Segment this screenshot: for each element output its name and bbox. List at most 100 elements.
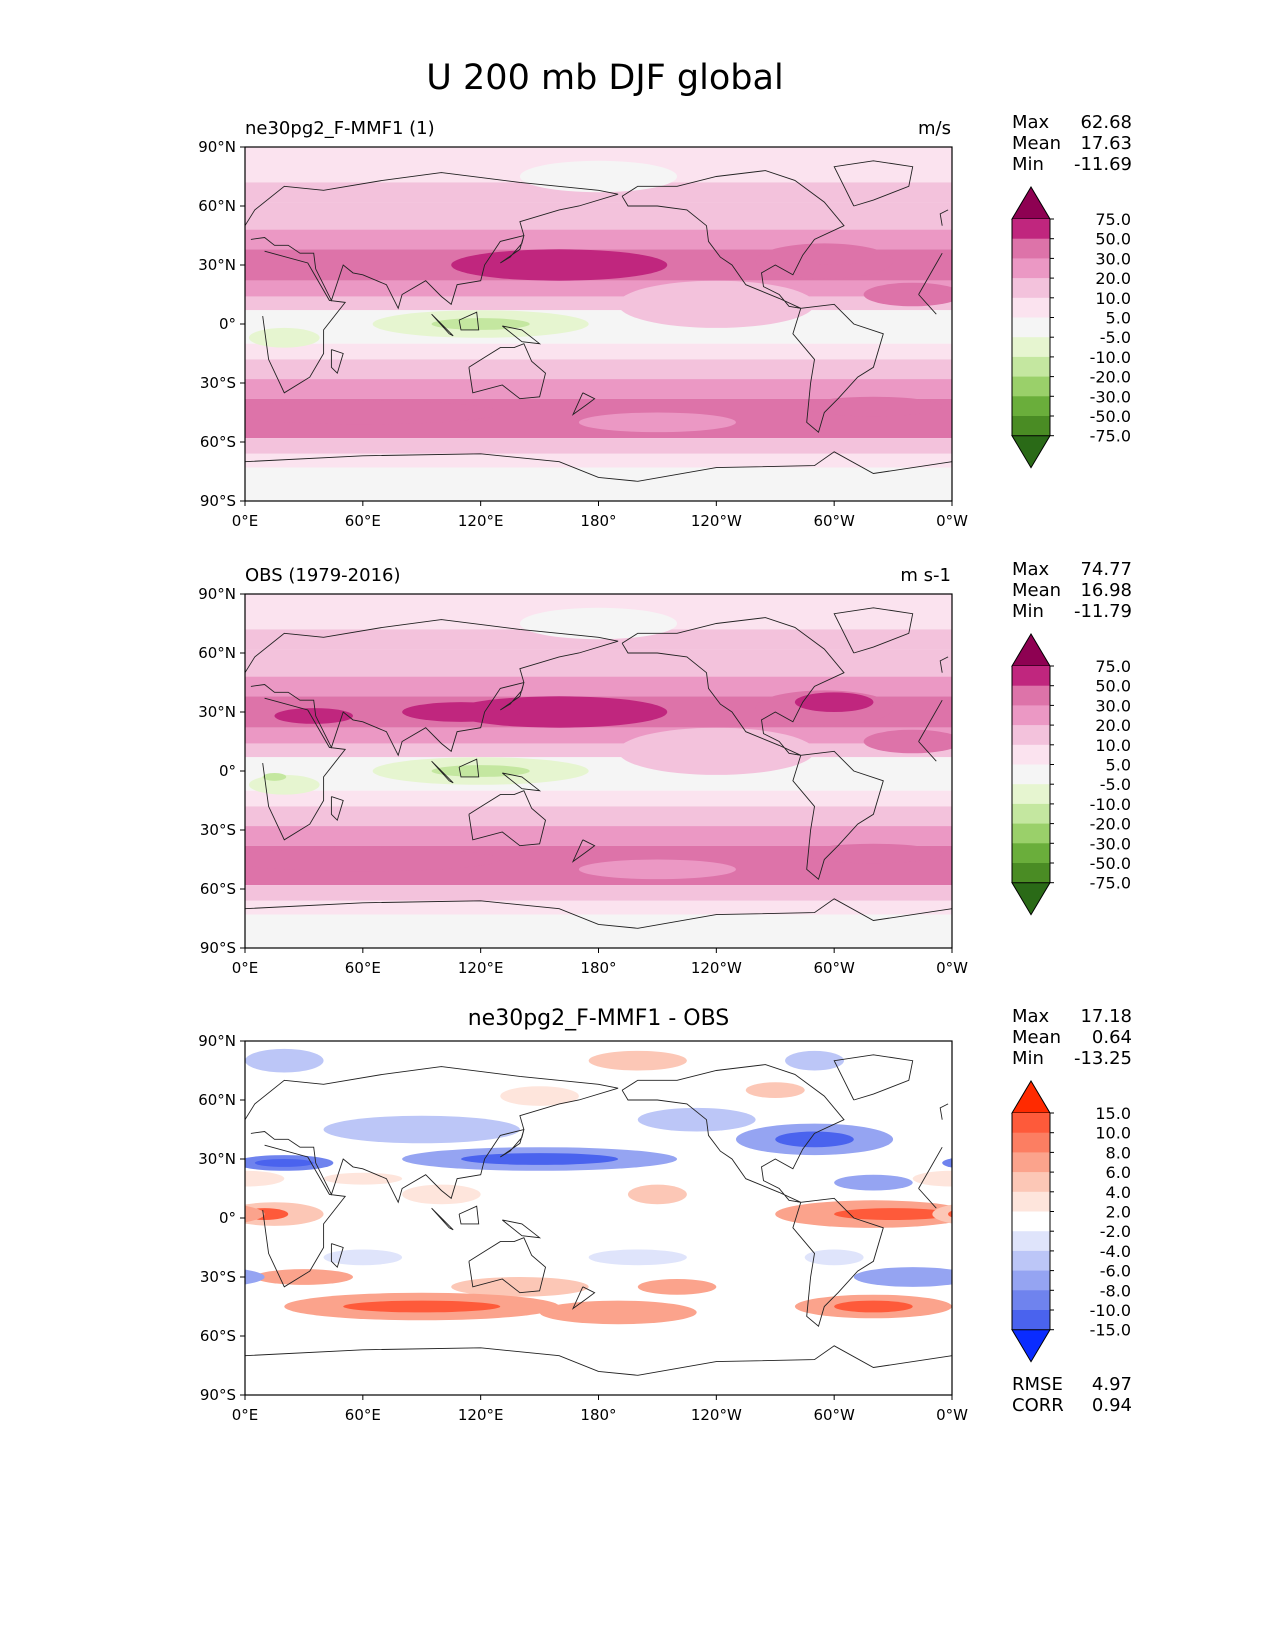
colorbar-swatch <box>1012 784 1050 805</box>
figure-title: U 200 mb DJF global <box>426 58 784 98</box>
colorbar-swatch <box>1012 356 1050 378</box>
coastline <box>245 451 952 482</box>
panel1-band <box>245 310 952 344</box>
panel1-left-title: ne30pg2_F-MMF1 (1) <box>245 118 435 139</box>
panel1-band <box>245 229 952 250</box>
diff-feature <box>245 1170 285 1187</box>
diff-feature <box>942 1158 952 1168</box>
lat-tick-label: 0° <box>219 1209 236 1227</box>
colorbar-label: 75.0 <box>1095 657 1131 676</box>
diff-feature <box>853 1267 952 1287</box>
atlantic-subtrop <box>863 729 952 754</box>
panel2-band <box>245 757 952 791</box>
colorbar-extend-top <box>1011 1080 1051 1114</box>
panel3-stat-min-label: Min <box>1012 1048 1044 1069</box>
lon-tick-label: 120°E <box>458 512 504 530</box>
lat-tick-label: 30°N <box>198 703 236 721</box>
lat-tick-label: 60°N <box>198 644 236 662</box>
coastline <box>330 349 344 375</box>
coastline <box>245 898 952 929</box>
colorbar-label: 10.0 <box>1095 1124 1131 1143</box>
diff-feature <box>245 1205 265 1223</box>
diff-feature <box>834 1174 913 1191</box>
amazon-neutral <box>785 324 844 344</box>
coastline <box>939 209 949 226</box>
coastline <box>621 170 845 309</box>
lon-tick-label: 60°W <box>813 1406 855 1424</box>
colorbar-label: 15.0 <box>1095 1104 1131 1123</box>
jet-core-asia <box>402 702 520 722</box>
colorbar-swatch <box>1012 1211 1050 1232</box>
colorbar-label: -4.0 <box>1100 1242 1131 1261</box>
diff-feature <box>637 1278 717 1295</box>
colorbar-swatch <box>1012 823 1050 844</box>
coastline <box>939 1103 949 1120</box>
diff-feature <box>804 1249 864 1266</box>
diff-feature <box>245 1048 324 1073</box>
colorbar-label: 2.0 <box>1106 1203 1131 1222</box>
colorbar-swatch <box>1012 396 1050 417</box>
tropical-east-pacific <box>618 727 815 775</box>
colorbar-swatch <box>1012 1152 1050 1173</box>
diff-feature <box>775 1131 854 1148</box>
coastline <box>833 1054 914 1101</box>
colorbar-label: -20.0 <box>1090 368 1131 387</box>
southern-jet-indian <box>245 847 501 872</box>
coastline <box>468 1237 547 1294</box>
colorbar-label: 5.0 <box>1106 309 1131 328</box>
lon-tick-label: 120°W <box>691 959 742 977</box>
panel2-units: m s-1 <box>900 565 951 586</box>
colorbar-label: 6.0 <box>1106 1163 1131 1182</box>
lon-tick-label: 120°E <box>458 959 504 977</box>
colorbar-swatch <box>1012 1270 1050 1291</box>
colorbar-swatch <box>1012 705 1050 726</box>
panel2-band <box>245 676 952 697</box>
colorbar-label: 20.0 <box>1095 716 1131 735</box>
lat-tick-label: 30°S <box>200 821 236 839</box>
easterlies-africa <box>248 327 320 348</box>
coastline <box>458 311 480 331</box>
panel1-stat-mean-value: 17.63 <box>1080 133 1132 154</box>
colorbar-panel2: 75.050.030.020.010.05.0-5.0-10.0-20.0-30… <box>1011 633 1131 916</box>
diff-feature <box>254 1269 354 1285</box>
panel1-units: m/s <box>918 118 951 139</box>
colorbar-label: 10.0 <box>1095 736 1131 755</box>
tropical-east-pacific <box>618 280 815 328</box>
lon-tick-label: 0°W <box>936 512 968 530</box>
colorbar-extend-bottom <box>1011 435 1051 469</box>
colorbar-swatch <box>1012 219 1050 240</box>
colorbar-label: -10.0 <box>1090 1301 1131 1320</box>
colorbar-extend-bottom <box>1011 882 1051 916</box>
coastline <box>431 1207 454 1231</box>
lon-tick-label: 120°E <box>458 1406 504 1424</box>
colorbar-label: -5.0 <box>1100 775 1131 794</box>
colorbar-label: -50.0 <box>1090 854 1131 873</box>
lat-tick-label: 90°S <box>200 492 236 510</box>
colorbar-label: 50.0 <box>1095 677 1131 696</box>
lon-tick-label: 180° <box>580 512 616 530</box>
coastline <box>500 682 525 711</box>
panel2-band <box>245 743 952 758</box>
colorbar-swatch <box>1012 764 1050 785</box>
coastline <box>262 250 943 394</box>
lat-tick-label: 90°N <box>198 585 236 603</box>
diff-feature <box>637 1107 756 1132</box>
lat-tick-label: 60°S <box>200 880 236 898</box>
panel3-stat-mean-label: Mean <box>1012 1027 1062 1048</box>
diff-feature <box>932 1204 952 1224</box>
colorbar-swatch <box>1012 725 1050 746</box>
jet-atlantic-core <box>794 692 874 713</box>
colorbar-label: -2.0 <box>1100 1222 1131 1241</box>
colorbar-label: -50.0 <box>1090 407 1131 426</box>
coastline <box>833 607 914 654</box>
panel3-stat-max-label: Max <box>1012 1006 1050 1027</box>
coastline <box>792 750 884 880</box>
diff-feature <box>785 1050 844 1071</box>
panel1-stat-min-value: -11.69 <box>1073 154 1132 175</box>
panel2-band <box>245 900 952 915</box>
colorbar-label: 20.0 <box>1095 269 1131 288</box>
diff-feature <box>323 1249 403 1266</box>
lon-tick-label: 60°E <box>345 959 381 977</box>
colorbar-swatch <box>1012 744 1050 765</box>
